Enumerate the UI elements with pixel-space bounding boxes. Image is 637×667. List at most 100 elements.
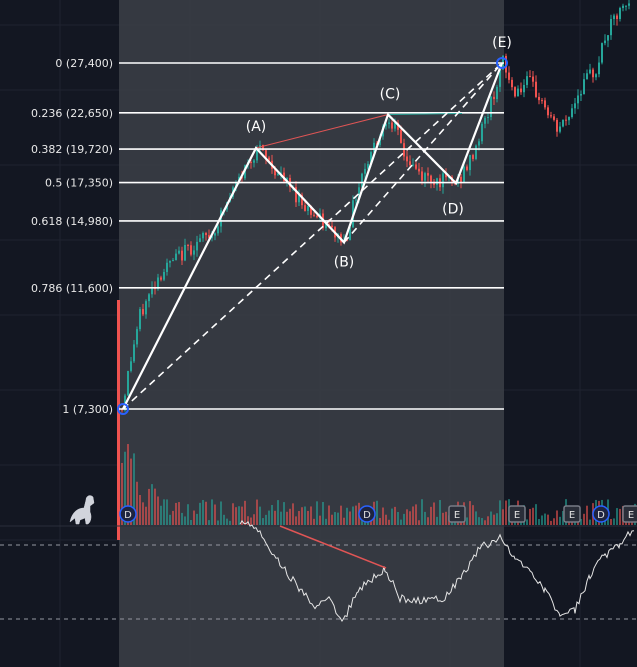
candle [127, 370, 129, 396]
volume-bar [538, 519, 540, 525]
candle [142, 309, 144, 315]
candle [610, 19, 612, 36]
volume-bar [610, 518, 612, 525]
fib-level-label: 0.236 (22,650) [31, 107, 113, 120]
candle [145, 301, 147, 315]
volume-bar [241, 506, 243, 525]
volume-bar [475, 511, 477, 525]
volume-bar [319, 515, 321, 525]
candle [538, 96, 540, 101]
fibonacci-retracement[interactable]: 0 (27,400) 0.236 (22,650) 0.382 (19,720) 0.… [31, 57, 504, 416]
candle [331, 225, 333, 228]
candle [214, 233, 216, 236]
volume-bar [259, 506, 261, 525]
volume-bar [430, 506, 432, 525]
volume-bar [250, 517, 252, 525]
candle [151, 287, 153, 295]
candle [592, 69, 594, 78]
volume-bar [478, 517, 480, 525]
candle [166, 262, 168, 272]
dashed-line-origin-e [122, 62, 503, 410]
candle [514, 87, 516, 97]
volume-bar [544, 513, 546, 525]
badge-label: E [514, 510, 520, 521]
candle [478, 141, 480, 146]
candle [586, 73, 588, 80]
volume-bar [397, 511, 399, 525]
earnings-badge [508, 505, 526, 523]
volume-bar [427, 517, 429, 525]
fib-level-label: 0.5 (17,350) [45, 177, 113, 190]
volume-bar [385, 514, 387, 525]
volume-bar [301, 507, 303, 525]
candle [535, 81, 537, 97]
candle [172, 260, 174, 262]
volume-bar [589, 519, 591, 525]
volume-bar [202, 499, 204, 525]
candle [385, 123, 387, 127]
volume-bar [169, 514, 171, 525]
volume-bar [346, 507, 348, 525]
candle [436, 178, 438, 185]
volume-bar [421, 499, 423, 525]
trend-line-ac [255, 114, 389, 149]
volume-bar [121, 462, 123, 525]
wave-label: (D) [442, 201, 464, 217]
candle [529, 76, 531, 78]
divergence-line [279, 525, 387, 569]
volume-bar [439, 500, 441, 525]
volume-bar [151, 484, 153, 525]
volume-bar [310, 506, 312, 525]
candle [475, 145, 477, 159]
fib-level-label: 1 (7,300) [62, 403, 113, 416]
candle [469, 155, 471, 171]
volume-bar [583, 513, 585, 525]
volume-bar [469, 501, 471, 525]
volume-bar [205, 501, 207, 525]
volume-bar [271, 504, 273, 525]
candle [274, 168, 276, 176]
candle [571, 108, 573, 117]
dashed-line-b-e [343, 62, 503, 243]
candle [565, 119, 567, 121]
volume-bar [277, 500, 279, 525]
candle [484, 117, 486, 124]
candle [589, 69, 591, 74]
candle [493, 96, 495, 100]
candle [517, 88, 519, 97]
fib-level-label: 0.382 (19,720) [31, 143, 113, 156]
candle [148, 294, 150, 302]
volume-bar [493, 514, 495, 525]
volume-bars [118, 444, 636, 525]
candle [526, 76, 528, 85]
candle [532, 76, 534, 82]
candle [313, 214, 315, 216]
volume-bar [133, 453, 135, 525]
candle [628, 3, 630, 6]
volume-bar [334, 512, 336, 525]
volume-bar [280, 511, 282, 525]
candle [184, 244, 186, 261]
volume-bar [403, 513, 405, 525]
candle [316, 215, 318, 218]
volume-bar [193, 510, 195, 525]
candle [190, 245, 192, 255]
candle [304, 205, 306, 211]
volume-bar [145, 506, 147, 525]
volume-bar [442, 512, 444, 525]
volume-bar [487, 516, 489, 525]
volume-bar [364, 520, 366, 525]
volume-bar [556, 510, 558, 525]
wave-pattern[interactable]: (A) (B) (C) (D) (E) [117, 35, 512, 415]
candle [544, 100, 546, 108]
candle [520, 88, 522, 93]
candle [580, 94, 582, 96]
wave-label: (E) [492, 35, 512, 51]
volume-bar [316, 501, 318, 525]
volume-bar [379, 517, 381, 525]
candle [193, 250, 195, 255]
volume-bar [352, 506, 354, 525]
volume-bar [391, 508, 393, 525]
volume-bar [313, 518, 315, 525]
